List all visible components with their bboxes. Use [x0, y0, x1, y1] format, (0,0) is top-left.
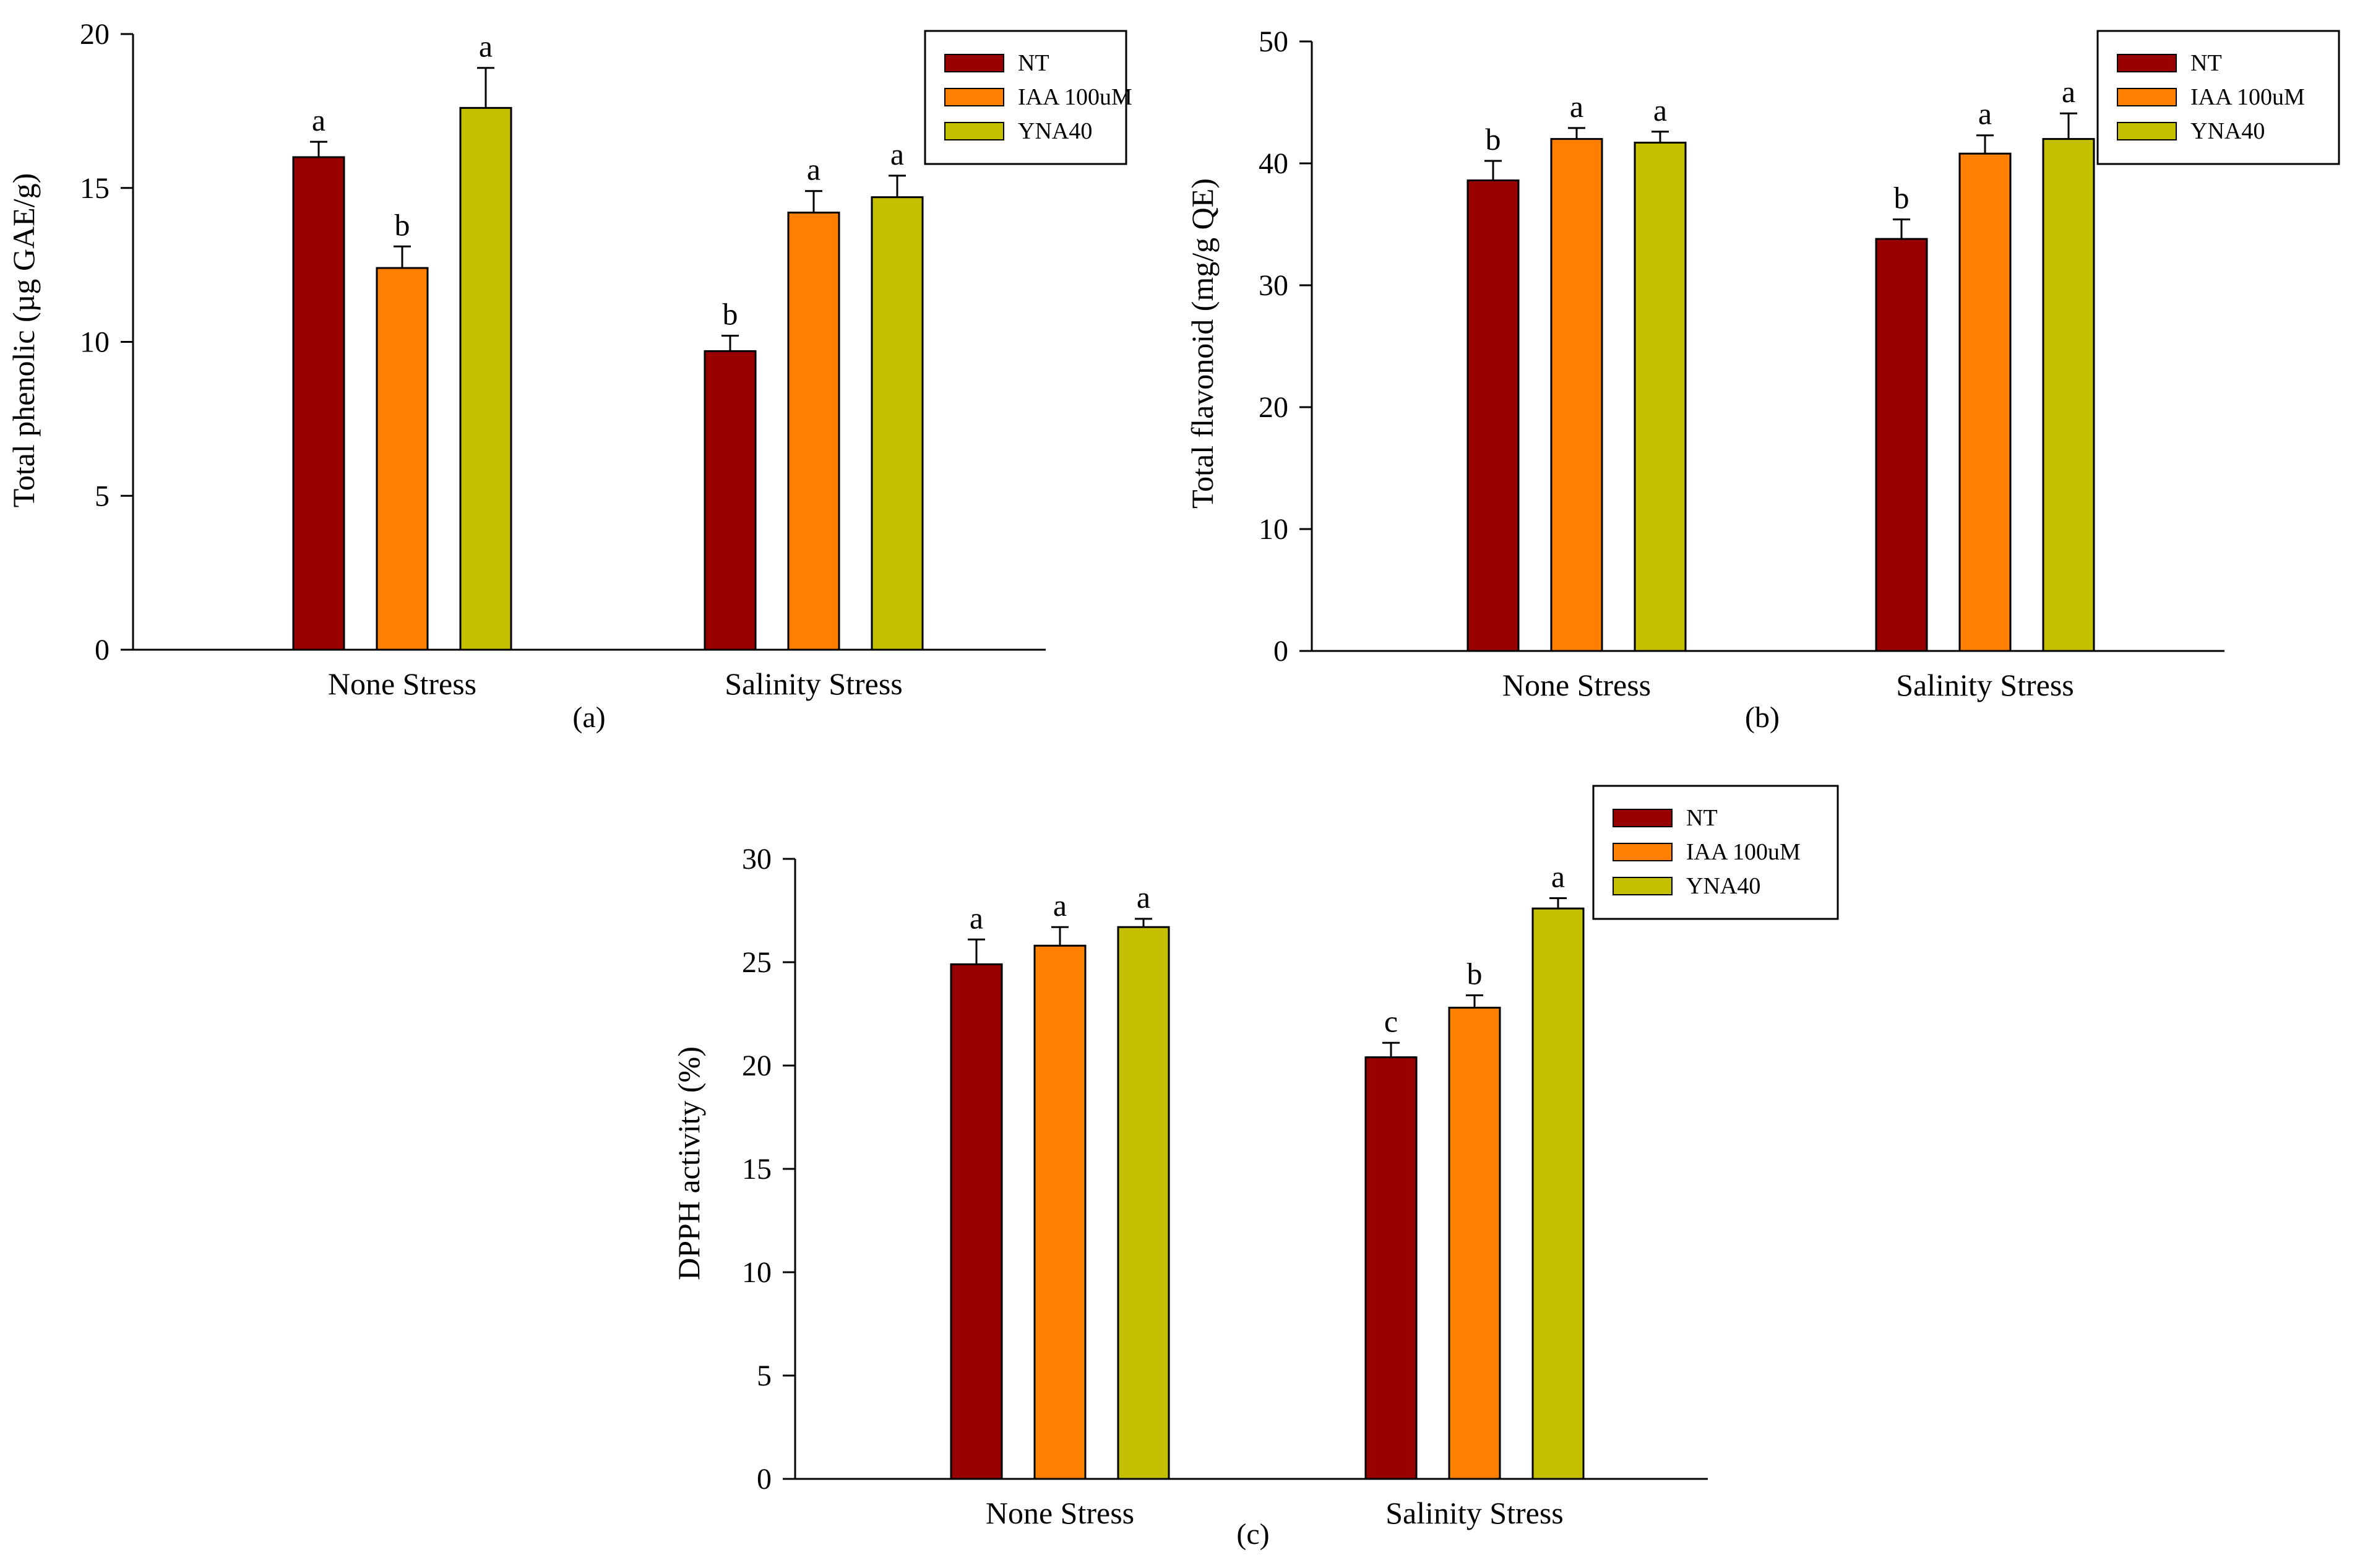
bar-nt-salinity-stress	[1364, 1056, 1418, 1480]
y-tick-label: 10	[80, 326, 110, 359]
bar-yna40-none-stress	[459, 106, 512, 651]
bar-iaa-100um-none-stress	[376, 267, 429, 651]
bar-iaa-100um-none-stress	[1550, 138, 1603, 652]
y-tick-label: 20	[742, 1049, 772, 1082]
panel-label: (a)	[572, 701, 605, 734]
legend-swatch-iaa-100um	[944, 88, 1004, 106]
bar-yna40-none-stress	[1117, 926, 1170, 1480]
y-tick-label: 15	[80, 172, 110, 205]
bar-iaa-100um-salinity-stress	[1958, 152, 2012, 652]
legend-swatch-iaa-100um	[1613, 843, 1673, 861]
x-category-label: None Stress	[328, 666, 476, 701]
significance-label: b	[723, 297, 738, 332]
legend-swatch-yna40	[1613, 877, 1673, 895]
bar-nt-salinity-stress	[704, 350, 757, 651]
panel-a: 0 5 10 15 20 Total phenolic (µg GAE/g) a b a None…	[6, 18, 1132, 734]
significance-label: b	[1894, 181, 1910, 215]
significance-label: a	[2062, 74, 2075, 109]
y-tick-label: 15	[742, 1153, 772, 1186]
y-axis-title: DPPH activity (%)	[671, 1046, 706, 1280]
y-tick-label: 30	[742, 843, 772, 876]
legend-label-yna40: YNA40	[1018, 118, 1092, 144]
bar-yna40-salinity-stress	[2042, 138, 2095, 652]
legend-label-nt: NT	[2190, 50, 2222, 76]
significance-label: a	[890, 137, 904, 171]
significance-label: a	[1137, 880, 1150, 915]
y-tick-label: 20	[80, 18, 110, 51]
panel-c: 0 5 10 15 20 25 30 DPPH activity (%) a a a None Str…	[671, 785, 1839, 1551]
significance-label: b	[1467, 956, 1483, 991]
legend-label-yna40: YNA40	[1686, 873, 1760, 899]
bar-yna40-salinity-stress	[871, 196, 924, 651]
bar-yna40-none-stress	[1634, 142, 1687, 652]
legend-swatch-yna40	[944, 122, 1004, 140]
x-category-label: Salinity Stress	[1385, 1496, 1564, 1530]
significance-label: b	[1486, 122, 1501, 157]
x-category-label: None Stress	[986, 1496, 1134, 1530]
legend-label-yna40: YNA40	[2190, 118, 2265, 144]
y-tick-label: 50	[1259, 25, 1288, 58]
bar-iaa-100um-salinity-stress	[787, 212, 840, 651]
y-tick-label: 0	[757, 1463, 772, 1496]
y-tick-label: 20	[1259, 391, 1288, 424]
x-category-label: Salinity Stress	[725, 666, 903, 701]
y-tick-label: 5	[95, 480, 110, 512]
legend-label-iaa-100um: IAA 100uM	[1686, 839, 1801, 865]
legend: NT IAA 100uM YNA40	[1592, 785, 1839, 920]
bar-iaa-100um-salinity-stress	[1448, 1006, 1501, 1480]
legend-swatch-iaa-100um	[2117, 88, 2177, 106]
legend-swatch-nt	[1613, 809, 1673, 827]
significance-label: a	[970, 900, 983, 935]
bar-nt-none-stress	[1466, 179, 1520, 652]
significance-label: a	[807, 152, 820, 187]
x-category-label: Salinity Stress	[1896, 668, 2074, 702]
significance-label: a	[1978, 97, 1992, 131]
y-tick-label: 5	[757, 1359, 772, 1392]
y-axis-title: Total flavonoid (mg/g QE)	[1185, 178, 1220, 509]
bar-iaa-100um-none-stress	[1033, 944, 1087, 1480]
y-tick-label: 30	[1259, 269, 1288, 302]
y-tick-label: 40	[1259, 147, 1288, 180]
legend-label-iaa-100um: IAA 100uM	[2190, 84, 2305, 110]
legend-swatch-nt	[2117, 54, 2177, 72]
bar-nt-none-stress	[292, 156, 345, 651]
panel-label: (b)	[1745, 701, 1780, 734]
legend-label-nt: NT	[1686, 805, 1718, 831]
significance-label: a	[1570, 89, 1583, 124]
y-tick-label: 10	[742, 1256, 772, 1289]
significance-label: a	[312, 103, 325, 137]
y-tick-label: 0	[1273, 635, 1288, 668]
significance-label: a	[479, 29, 493, 64]
significance-label: a	[1053, 888, 1067, 923]
significance-label: c	[1384, 1004, 1398, 1038]
y-tick-label: 0	[95, 634, 110, 666]
panel-label: (c)	[1236, 1518, 1269, 1551]
legend-swatch-nt	[944, 54, 1004, 72]
legend-label-nt: NT	[1018, 50, 1049, 76]
y-tick-label: 25	[742, 946, 772, 979]
bar-nt-none-stress	[950, 963, 1003, 1480]
y-axis-title: Total phenolic (µg GAE/g)	[6, 173, 41, 507]
legend-label-iaa-100um: IAA 100uM	[1018, 84, 1132, 110]
y-tick-label: 10	[1259, 513, 1288, 546]
significance-label: a	[1653, 93, 1667, 127]
legend-swatch-yna40	[2117, 122, 2177, 140]
significance-label: b	[395, 207, 410, 242]
significance-label: a	[1551, 859, 1565, 894]
legend: NT IAA 100uM YNA40	[2096, 30, 2340, 165]
x-category-label: None Stress	[1502, 668, 1651, 702]
legend: NT IAA 100uM YNA40	[924, 30, 1132, 165]
bar-yna40-salinity-stress	[1531, 907, 1585, 1480]
bar-nt-salinity-stress	[1875, 238, 1928, 652]
